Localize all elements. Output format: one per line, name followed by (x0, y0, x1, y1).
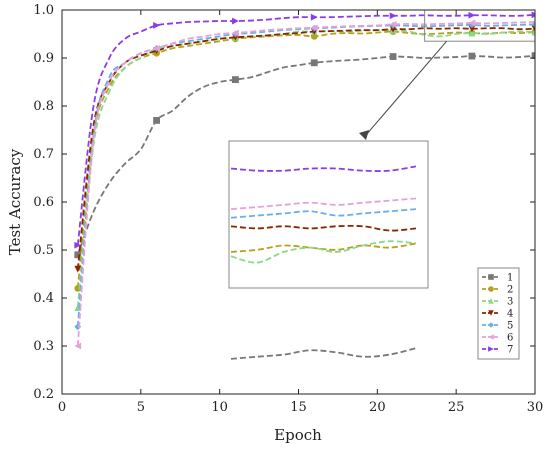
series-6 (74, 19, 535, 350)
legend-marker (488, 310, 494, 316)
series-point-4 (468, 25, 476, 33)
series-line-7 (76, 13, 535, 246)
inset-line-2 (230, 242, 417, 253)
axes: 0 5 10 15 20 25 300.20.30.40.50.60.70.80.91.0 (33, 3, 543, 415)
y-tick-label: 0.4 (33, 291, 54, 306)
x-tick-label: 0 (58, 400, 66, 415)
y-tick-label: 0.8 (33, 99, 54, 114)
series-point-7 (531, 11, 535, 19)
legend-item-4: 4 (482, 309, 513, 320)
y-tick-label: 0.5 (33, 243, 54, 258)
legend-item-5: 5 (482, 321, 513, 332)
zoom-arrow-head (359, 130, 369, 140)
zoom-inset (228, 9, 536, 360)
y-tick-label: 1.0 (33, 3, 54, 18)
y-axis-label: Test Accuracy (6, 148, 24, 255)
plot-area (74, 11, 535, 350)
x-tick-label: 5 (137, 400, 145, 415)
inset-line-1 (230, 347, 417, 360)
series-line-4 (76, 27, 535, 270)
series-point-4 (74, 265, 82, 273)
legend-item-6: 6 (482, 333, 513, 344)
legend-item-3: 3 (482, 297, 513, 308)
y-tick-label: 0.9 (33, 51, 54, 66)
series-line-3 (76, 29, 535, 308)
inset-line-4 (230, 224, 417, 232)
series-point-6 (389, 21, 397, 28)
legend-marker (488, 346, 494, 352)
series-point-6 (310, 24, 318, 32)
legend-label: 5 (507, 321, 513, 332)
legend-marker (488, 274, 494, 280)
series-point-3 (468, 29, 476, 37)
series-point-1 (310, 59, 318, 67)
legend-marker (488, 334, 494, 340)
legend-marker (488, 286, 494, 292)
x-axis-label: Epoch (274, 426, 322, 444)
series-point-7 (310, 13, 318, 21)
legend-label: 3 (507, 297, 513, 308)
series-line-2 (76, 30, 535, 289)
legend-label: 4 (507, 309, 513, 320)
series-point-4 (531, 25, 535, 33)
zoom-arrow-line (365, 40, 448, 136)
legend-label: 2 (507, 285, 513, 296)
series-point-1 (389, 53, 397, 60)
y-tick-label: 0.2 (33, 387, 54, 402)
legend-label: 1 (507, 273, 513, 284)
series-point-6 (232, 29, 239, 37)
y-tick-label: 0.6 (33, 195, 54, 210)
y-tick-label: 0.3 (33, 339, 54, 354)
series-point-7 (232, 17, 239, 25)
series-point-6 (74, 342, 82, 350)
legend-marker (488, 298, 494, 304)
inset-line-3 (230, 240, 417, 264)
x-tick-label: 30 (527, 400, 544, 415)
legend-item-1: 1 (482, 273, 513, 284)
x-tick-label: 15 (290, 400, 307, 415)
series-7 (74, 11, 535, 249)
series-point-7 (468, 11, 476, 19)
series-point-6 (153, 45, 160, 52)
legend-marker (488, 322, 494, 328)
inset-line-5 (230, 208, 417, 219)
inset-frame (228, 140, 429, 289)
series-point-7 (153, 21, 160, 29)
series-point-1 (232, 76, 239, 83)
series-1 (74, 52, 535, 259)
series-point-1 (74, 251, 82, 259)
series-point-6 (468, 19, 476, 27)
x-tick-label: 10 (211, 400, 228, 415)
inset-line-6 (230, 197, 417, 211)
series-point-6 (531, 20, 535, 24)
x-tick-label: 20 (369, 400, 386, 415)
series-point-1 (153, 117, 160, 124)
inset-line-7 (230, 165, 417, 172)
x-tick-label: 25 (448, 400, 465, 415)
series-point-7 (74, 241, 82, 249)
series-point-7 (389, 12, 397, 20)
series-point-4 (389, 25, 397, 33)
y-tick-label: 0.7 (33, 147, 54, 162)
legend-label: 7 (507, 345, 513, 356)
legend-item-2: 2 (482, 285, 513, 296)
legend-label: 6 (507, 333, 513, 344)
series-point-1 (531, 52, 535, 59)
series-point-1 (468, 52, 476, 60)
legend-item-7: 7 (482, 345, 513, 356)
series-line-6 (76, 21, 535, 347)
